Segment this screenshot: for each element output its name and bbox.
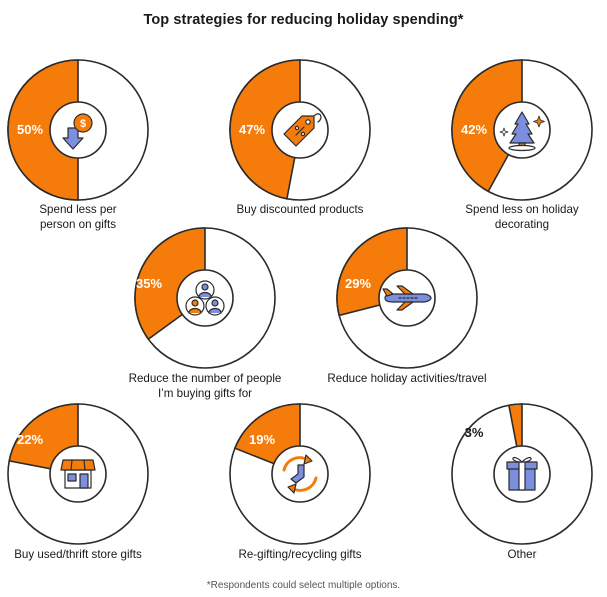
category-label: person on gifts xyxy=(40,218,116,231)
category-label: Other xyxy=(508,548,537,561)
donut-slice xyxy=(134,227,206,341)
dollar-down-icon: $ xyxy=(62,113,93,150)
donut-chart: 22% Buy used/thrift store gifts xyxy=(7,403,149,561)
donut-chart: 35% Reduce the number of people I’m buying… xyxy=(129,227,282,400)
donut-slice xyxy=(7,59,79,201)
category-label: Spend less on holiday xyxy=(465,203,579,216)
donut-slice xyxy=(229,59,301,200)
gift-box-icon xyxy=(506,457,538,491)
data-label: 19% xyxy=(249,432,275,447)
category-label: Buy discounted products xyxy=(237,203,364,216)
recycle-sock-icon xyxy=(282,454,318,494)
donut-chart: 19% Re-gifting/recycling gifts xyxy=(229,403,371,561)
data-label: 35% xyxy=(136,276,162,291)
category-label: Buy used/thrift store gifts xyxy=(14,548,142,561)
data-label: 29% xyxy=(345,276,371,291)
data-label: 42% xyxy=(461,122,487,137)
donut-chart: $50% Spend less per person on gifts xyxy=(7,59,149,231)
storefront-icon xyxy=(60,459,96,489)
donut-chart: 42% Spend less on holiday decorating xyxy=(451,59,593,231)
data-label: 50% xyxy=(17,122,43,137)
category-label: Reduce holiday activities/travel xyxy=(327,372,486,385)
people-group-icon xyxy=(185,280,225,316)
category-label: Re-gifting/recycling gifts xyxy=(238,548,361,561)
svg-text:$: $ xyxy=(80,118,86,130)
category-label: decorating xyxy=(495,218,549,231)
data-label: 47% xyxy=(239,122,265,137)
data-label: 22% xyxy=(17,432,43,447)
christmas-tree-icon xyxy=(499,111,545,152)
donut-chart: 3% Other xyxy=(451,403,593,561)
chart-title: Top strategies for reducing holiday spen… xyxy=(143,12,464,28)
discount-tag-icon xyxy=(283,113,322,147)
category-label: Reduce the number of people xyxy=(129,372,282,385)
airplane-icon xyxy=(382,285,432,311)
category-label: I’m buying gifts for xyxy=(158,387,252,400)
donut-chart: 29% Reduce holiday activities/travel xyxy=(327,227,487,385)
category-label: Spend less per xyxy=(39,203,116,216)
donut-slice xyxy=(451,59,523,193)
data-label: 3% xyxy=(465,425,484,440)
donut-chart: 47% Buy discounted products xyxy=(229,59,371,216)
footnote: *Respondents could select multiple optio… xyxy=(206,580,401,591)
